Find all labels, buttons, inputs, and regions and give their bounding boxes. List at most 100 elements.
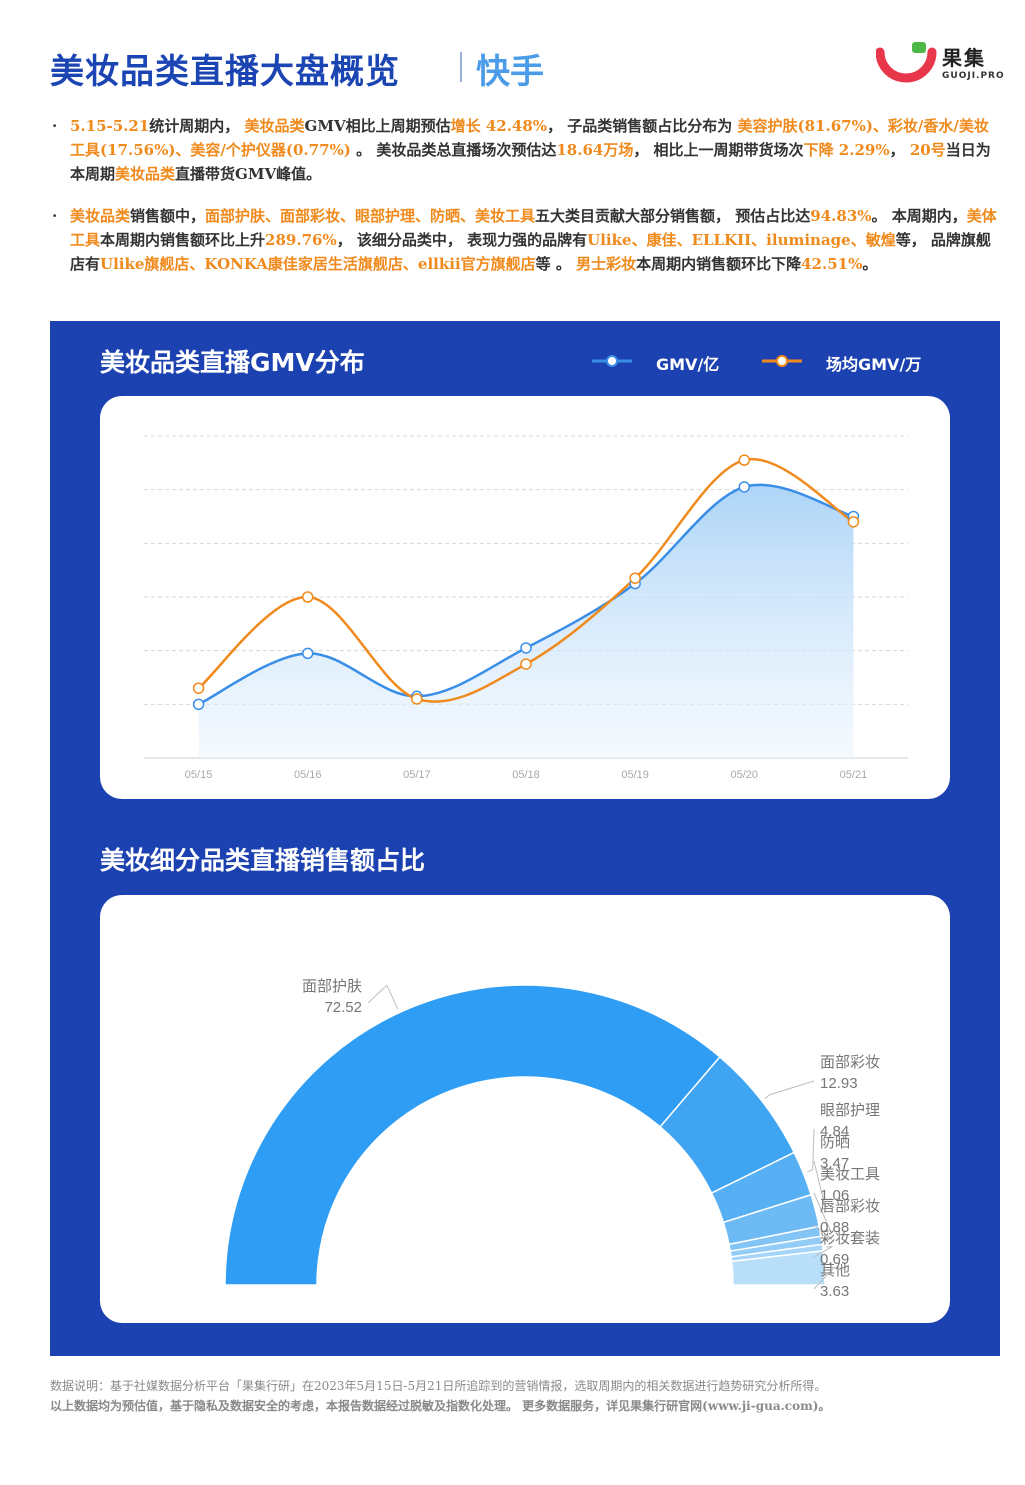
highlight-text: 男士彩妆 bbox=[576, 255, 637, 273]
body-text: ， 该细分品类中， 表现力强的品牌有 bbox=[336, 231, 588, 249]
highlight-text: 美容护肤(81.67%)、彩妆/香水/美妆工具(17.56%)、美容/个护仪器(… bbox=[70, 117, 989, 159]
x-tick-label: 05/15 bbox=[185, 769, 213, 781]
highlight-text: Ulike旗舰店、KONKA康佳家居生活旗舰店、ellkii官方旗舰店 bbox=[100, 255, 536, 273]
slice-value: 3.63 bbox=[820, 1283, 849, 1300]
highlight-text: 美体工具 bbox=[70, 207, 997, 249]
logo-subtitle: GUOJI.PRO bbox=[942, 71, 1005, 81]
data-point bbox=[847, 516, 860, 528]
body-text: 。 bbox=[862, 255, 878, 273]
body-text: 当日为本周期 bbox=[70, 141, 991, 183]
slice-label: 防晒 bbox=[820, 1134, 850, 1151]
slice-value: 1.06 bbox=[820, 1187, 849, 1204]
body-text: ， 相比上一周期带货场次 bbox=[633, 141, 804, 159]
highlight-text: 18.64万场 bbox=[556, 141, 634, 159]
slice-value: 72.52 bbox=[324, 999, 362, 1016]
data-point bbox=[301, 647, 314, 660]
body-text: 本周期内销售额环比上升 bbox=[100, 231, 266, 249]
legend-line-orange-icon bbox=[762, 355, 802, 367]
x-tick-label: 05/21 bbox=[840, 769, 868, 781]
title-divider bbox=[460, 52, 462, 82]
highlight-text: 42.51% bbox=[801, 255, 863, 273]
label-leader-line bbox=[813, 1224, 833, 1241]
highlight-text: 美妆品类 bbox=[115, 165, 176, 183]
data-point bbox=[629, 572, 641, 584]
share-chart-title: 美妆细分品类直播销售额占比 bbox=[100, 846, 426, 875]
donut-slice bbox=[224, 984, 721, 1286]
line-chart-card: 05/15 05/16 05/17 05/18 05/19 05/20 05/21 bbox=[100, 396, 950, 799]
legend-label-avg-gmv: 场均GMV/万 bbox=[826, 355, 922, 374]
legend-item-avg-gmv: 场均GMV/万 bbox=[760, 349, 921, 374]
highlight-text: 20号 bbox=[909, 141, 946, 159]
body-text: ， bbox=[889, 141, 910, 159]
footnote-line-1: 数据说明：基于社媒数据分析平台「果集行研」在2023年5月15日-5月21日所追… bbox=[50, 1379, 827, 1393]
body-text: 等 。 bbox=[535, 255, 577, 273]
slice-label: 面部彩妆 bbox=[820, 1054, 880, 1071]
body-text: 五大类目贡献大部分销售额， 预估占比达 bbox=[535, 207, 811, 225]
slice-label: 唇部彩妆 bbox=[820, 1198, 880, 1215]
line-chart: 05/15 05/16 05/17 05/18 05/19 05/20 05/21 bbox=[144, 435, 908, 781]
chart-panel: 美妆品类直播GMV分布 GMV/亿 场均GMV/万 05/15 05/16 05/1… bbox=[50, 321, 1000, 1356]
bullet-text: 美妆品类销售额中，面部护肤、面部彩妆、眼部护理、防晒、美妆工具五大类目贡献大部分… bbox=[70, 207, 997, 273]
highlight-text: 面部护肤、面部彩妆、眼部护理、防晒、美妆工具 bbox=[205, 207, 536, 225]
data-point bbox=[738, 454, 751, 466]
highlight-text: 289.76% bbox=[265, 231, 337, 249]
slice-label: 美妆工具 bbox=[820, 1166, 880, 1183]
gmv-chart-title: 美妆品类直播GMV分布 bbox=[100, 348, 365, 377]
x-tick-label: 05/16 bbox=[294, 769, 322, 781]
slice-value: 0.69 bbox=[820, 1251, 849, 1268]
label-leader-line bbox=[806, 1128, 815, 1173]
platform-label: 快手 bbox=[476, 52, 544, 92]
body-text: GMV相比上周期预估 bbox=[304, 117, 451, 135]
summary-bullets: · 5.15-5.21统计周期内， 美妆品类GMV相比上周期预估增长 42.48%… bbox=[50, 114, 1002, 294]
legend-label-gmv: GMV/亿 bbox=[656, 355, 720, 374]
highlight-text: 增长 42.48% bbox=[450, 117, 548, 135]
label-leader-line bbox=[813, 1245, 833, 1258]
data-footnote: 数据说明：基于社媒数据分析平台「果集行研」在2023年5月15日-5月21日所追… bbox=[50, 1376, 1010, 1416]
highlight-text: 下降 2.29% bbox=[803, 141, 890, 159]
slice-value: 3.47 bbox=[820, 1155, 849, 1172]
data-point bbox=[192, 682, 205, 694]
data-point bbox=[411, 693, 423, 705]
x-tick-label: 05/20 bbox=[731, 769, 759, 781]
chart-legend: GMV/亿 场均GMV/万 bbox=[590, 349, 950, 374]
highlight-text: 5.15-5.21 bbox=[70, 117, 150, 135]
body-text: 。 本周期内， bbox=[871, 207, 967, 225]
body-text: 统计周期内， bbox=[149, 117, 245, 135]
body-text: 销售额中， bbox=[130, 207, 206, 225]
label-leader-line bbox=[813, 1192, 831, 1232]
highlight-text: 94.83% bbox=[810, 207, 872, 225]
bullet-text: 5.15-5.21统计周期内， 美妆品类GMV相比上周期预估增长 42.48%，… bbox=[70, 117, 991, 183]
page-title: 美妆品类直播大盘概览 bbox=[50, 52, 400, 92]
bullet-dot-icon: · bbox=[52, 207, 58, 225]
legend-item-gmv: GMV/亿 bbox=[590, 349, 719, 374]
summary-bullet-1: · 5.15-5.21统计周期内， 美妆品类GMV相比上周期预估增长 42.48%… bbox=[50, 114, 1002, 186]
x-tick-label: 05/18 bbox=[512, 769, 540, 781]
logo-icon bbox=[876, 42, 937, 83]
brand-logo: 果集 GUOJI.PRO bbox=[876, 40, 1004, 90]
data-point bbox=[520, 642, 532, 654]
data-point bbox=[192, 698, 205, 711]
data-point bbox=[738, 481, 751, 493]
x-tick-label: 05/17 bbox=[403, 769, 431, 781]
data-point bbox=[301, 591, 314, 603]
slice-value: 4.84 bbox=[820, 1123, 849, 1140]
highlight-text: 美妆品类 bbox=[244, 117, 305, 135]
label-leader-line bbox=[764, 1080, 815, 1099]
donut-chart-card: 面部护肤 72.52 面部彩妆 12.93 眼部护理 4.84 防晒 3.47 美妆工具 1.06… bbox=[100, 895, 950, 1323]
donut-slice bbox=[730, 1250, 826, 1286]
x-tick-label: 05/19 bbox=[621, 769, 649, 781]
slice-value: 12.93 bbox=[820, 1075, 858, 1092]
body-text: 等， 品牌旗舰店有 bbox=[70, 231, 991, 273]
logo-name: 果集 bbox=[942, 46, 986, 70]
slice-label: 其他 bbox=[820, 1262, 850, 1279]
slice-label: 眼部护理 bbox=[820, 1102, 880, 1119]
footnote-line-2: 以上数据均为预估值，基于隐私及数据安全的考虑，本报告数据经过脱敏及指数化处理。 … bbox=[50, 1399, 831, 1413]
highlight-text: Ulike、康佳、ELLKII、iluminage、敏煌 bbox=[587, 231, 896, 249]
report-header: 美妆品类直播大盘概览 快手 果集 GUOJI.PRO bbox=[50, 40, 1004, 96]
data-point bbox=[520, 658, 532, 670]
series-area-0 bbox=[198, 484, 854, 758]
legend-line-blue-icon bbox=[592, 355, 632, 367]
label-leader-line bbox=[813, 1266, 836, 1290]
bullet-dot-icon: · bbox=[52, 117, 58, 135]
